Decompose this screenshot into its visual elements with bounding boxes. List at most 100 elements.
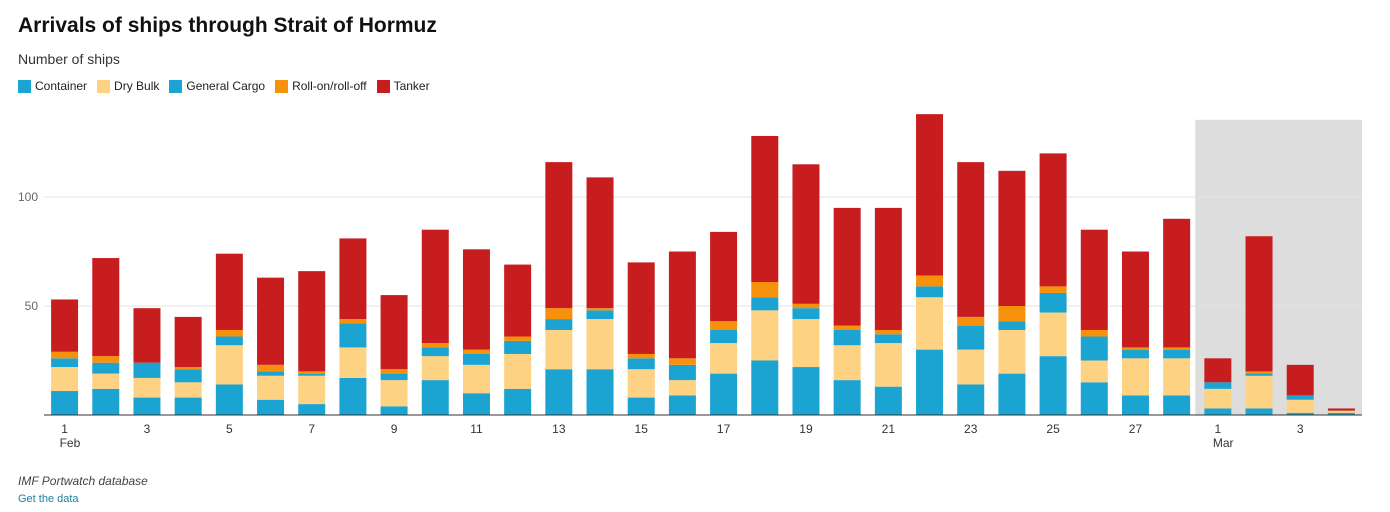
x-tick-label: 3	[144, 422, 151, 436]
legend-label: Tanker	[393, 79, 430, 93]
x-tick-label: 25	[1046, 422, 1060, 436]
bar-segment-container	[1204, 408, 1232, 415]
bar-segment-dry-bulk	[998, 329, 1026, 374]
source-note: IMF Portwatch database	[18, 474, 148, 488]
bar-segment-roll-on-roll-off	[1245, 371, 1273, 374]
bar-segment-general-cargo	[916, 286, 944, 298]
bar-segment-container	[1121, 395, 1149, 415]
bar-segment-container	[215, 384, 243, 415]
bar-segment-tanker	[1286, 364, 1314, 396]
bar-segment-container	[51, 391, 79, 415]
x-tick-label: 1	[61, 422, 68, 436]
bar-segment-general-cargo	[957, 325, 985, 350]
bar-segment-tanker	[421, 229, 449, 344]
bar-segment-dry-bulk	[421, 356, 449, 381]
bar-segment-container	[380, 406, 408, 415]
bar-segment-roll-on-roll-off	[1121, 347, 1149, 350]
bar-segment-container	[133, 397, 161, 415]
x-tick-label: 9	[391, 422, 398, 436]
x-tick-month-label: Mar	[1213, 436, 1234, 450]
legend-swatch	[18, 79, 31, 93]
bar-segment-roll-on-roll-off	[710, 321, 738, 330]
bar-segment-container	[668, 395, 696, 415]
bar-segment-roll-on-roll-off	[504, 336, 532, 341]
bar-segment-dry-bulk	[916, 297, 944, 350]
legend-swatch	[169, 79, 183, 93]
bar-segment-roll-on-roll-off	[51, 351, 79, 359]
bar-segment-container	[710, 373, 738, 415]
bar-segment-tanker	[1121, 251, 1149, 348]
bar-segment-container	[174, 397, 202, 415]
legend-item-dry-bulk: Dry Bulk	[97, 79, 159, 93]
bar-segment-tanker	[51, 299, 79, 352]
chart-subtitle: Number of ships	[18, 51, 120, 67]
bar-segment-container	[833, 380, 861, 415]
bar-segment-container	[421, 380, 449, 415]
bar-segment-general-cargo	[1080, 336, 1108, 361]
legend-label: Container	[35, 79, 88, 93]
bar-segment-dry-bulk	[957, 349, 985, 385]
x-tick-label: 19	[799, 422, 813, 436]
bar-segment-dry-bulk	[51, 367, 79, 392]
bar-segment-dry-bulk	[215, 345, 243, 385]
bar-segment-roll-on-roll-off	[627, 353, 655, 359]
bar-segment-tanker	[1163, 218, 1191, 348]
bar-segment-container	[586, 369, 614, 415]
bar-segment-container	[998, 373, 1026, 415]
bar-segment-roll-on-roll-off	[339, 319, 367, 324]
bar-segment-dry-bulk	[833, 345, 861, 381]
bar-segment-general-cargo	[174, 369, 202, 383]
bar-segment-dry-bulk	[133, 377, 161, 398]
bar-segment-dry-bulk	[1286, 399, 1314, 413]
bar-segment-tanker	[215, 253, 243, 330]
bar-segment-roll-on-roll-off	[1163, 347, 1191, 350]
bar-segment-container	[1039, 356, 1067, 415]
bar-segment-roll-on-roll-off	[916, 275, 944, 287]
bar-segment-general-cargo	[421, 347, 449, 357]
x-tick-label: 15	[635, 422, 649, 436]
bar-segment-tanker	[1245, 236, 1273, 372]
bar-segment-general-cargo	[298, 373, 326, 376]
bar-segment-container	[257, 399, 285, 415]
bar-segment-tanker	[380, 295, 408, 370]
bar-segment-tanker	[133, 308, 161, 363]
bar-segment-roll-on-roll-off	[257, 364, 285, 372]
bar-segment-general-cargo	[1121, 349, 1149, 359]
bar-segment-container	[792, 367, 820, 415]
bar-segment-roll-on-roll-off	[421, 343, 449, 348]
bar-segment-roll-on-roll-off	[380, 369, 408, 374]
bar-segment-container	[627, 397, 655, 415]
bar-segment-tanker	[916, 114, 944, 276]
bar-segment-general-cargo	[710, 329, 738, 344]
bar-segment-roll-on-roll-off	[751, 282, 779, 298]
bar-segment-general-cargo	[339, 323, 367, 348]
bar-segment-general-cargo	[1245, 373, 1273, 376]
bar-segment-dry-bulk	[1039, 312, 1067, 357]
bar-segment-dry-bulk	[710, 343, 738, 374]
bar-segment-tanker	[545, 162, 573, 309]
bar-segment-tanker	[174, 316, 202, 368]
bar-segment-tanker	[792, 164, 820, 304]
bar-segment-tanker	[833, 207, 861, 326]
legend-item-tanker: Tanker	[376, 79, 430, 93]
bar-segment-roll-on-roll-off	[1080, 329, 1108, 337]
bar-segment-roll-on-roll-off	[792, 303, 820, 309]
bar-segment-dry-bulk	[92, 373, 120, 389]
bar-segment-container	[1080, 382, 1108, 415]
bar-segment-tanker	[1039, 153, 1067, 287]
get-data-link[interactable]: Get the data	[18, 493, 79, 505]
bar-segment-dry-bulk	[174, 382, 202, 398]
legend-swatch	[97, 79, 111, 93]
bar-segment-dry-bulk	[1121, 358, 1149, 396]
bar-segment-container	[1245, 408, 1273, 415]
bar-segment-general-cargo	[380, 373, 408, 381]
bar-segment-general-cargo	[51, 358, 79, 368]
x-tick-label: 21	[882, 422, 896, 436]
bar-segment-dry-bulk	[1080, 360, 1108, 383]
bar-segment-tanker	[627, 262, 655, 354]
x-tick-label: 1	[1215, 422, 1222, 436]
bar-segment-general-cargo	[1039, 292, 1067, 313]
bar-segment-container	[92, 388, 120, 415]
bar-segment-container	[874, 386, 902, 415]
